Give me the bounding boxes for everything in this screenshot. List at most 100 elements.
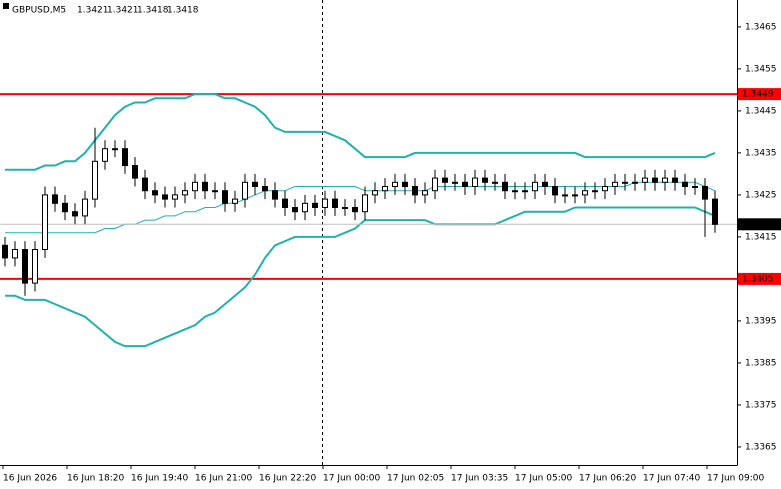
- candle-body: [562, 194, 568, 197]
- candle-body: [172, 194, 178, 200]
- candle-body: [252, 181, 258, 188]
- candle-body: [412, 186, 418, 196]
- candle-body: [342, 207, 348, 210]
- y-tick-label: 1.3415: [745, 232, 777, 242]
- candle-body: [542, 181, 548, 188]
- candle-body: [502, 181, 508, 192]
- header-price: 1.3421: [107, 6, 139, 16]
- header-price: 1.3418: [167, 6, 199, 16]
- y-tick-label: 1.3435: [745, 148, 777, 158]
- x-tick-label: 17 Jun 00:00: [323, 474, 380, 484]
- candle-body: [222, 190, 228, 204]
- candle-body: [352, 207, 358, 213]
- candle-body: [132, 165, 138, 179]
- candle-body: [372, 190, 378, 196]
- candle-body: [112, 148, 118, 151]
- y-tick-label: 1.3445: [745, 106, 777, 116]
- candle-body: [82, 198, 88, 217]
- candle-body: [312, 202, 318, 209]
- y-tick-label: 1.3395: [745, 316, 777, 326]
- candle-body: [422, 190, 428, 196]
- candle-body: [632, 181, 638, 184]
- y-tick-label: 1.3385: [745, 358, 777, 368]
- candle-body: [52, 194, 58, 204]
- candle-body: [532, 181, 538, 192]
- header-price: 1.3421: [77, 6, 109, 16]
- candle-body: [212, 190, 218, 193]
- x-tick-label: 17 Jun 03:35: [451, 474, 508, 484]
- candle-body: [602, 186, 608, 192]
- candle-body: [202, 181, 208, 192]
- level-label: 1.3449: [742, 90, 774, 100]
- x-tick-label: 17 Jun 06:20: [579, 474, 636, 484]
- last-price-box: [738, 218, 781, 231]
- candle-body: [592, 190, 598, 193]
- candle-body: [402, 181, 408, 188]
- y-tick-label: 1.3455: [745, 64, 777, 74]
- level-label-box: [738, 88, 781, 101]
- level-label: 1.3405: [742, 274, 774, 284]
- candle-body: [582, 190, 588, 196]
- candle-body: [452, 181, 458, 184]
- candle-body: [262, 186, 268, 192]
- candle-body: [72, 211, 78, 217]
- y-tick-label: 1.3375: [745, 400, 777, 410]
- level-label-box: [738, 272, 781, 285]
- x-tick-label: 16 Jun 18:20: [67, 474, 124, 484]
- x-tick-label: 17 Jun 09:00: [707, 474, 764, 484]
- candle-body: [712, 198, 718, 225]
- candle-body: [122, 148, 128, 167]
- candle-body: [612, 181, 618, 188]
- candle-body: [442, 177, 448, 183]
- candle-body: [362, 194, 368, 213]
- header-price: 1.3418: [137, 6, 169, 16]
- candle-body: [292, 207, 298, 213]
- candle-body: [322, 198, 328, 209]
- x-tick-label: 16 Jun 2026: [3, 474, 57, 484]
- candle-body: [622, 181, 628, 184]
- candle-body: [512, 190, 518, 193]
- candle-body: [662, 177, 668, 183]
- candle-body: [22, 249, 28, 284]
- candle-body: [332, 198, 338, 209]
- x-tick-label: 17 Jun 07:40: [643, 474, 700, 484]
- candle-body: [682, 181, 688, 188]
- candle-body: [392, 181, 398, 188]
- candle-body: [102, 148, 108, 162]
- candle-body: [142, 177, 148, 192]
- candle-body: [642, 177, 648, 183]
- candle-body: [192, 181, 198, 192]
- candle-body: [382, 186, 388, 192]
- y-tick-label: 1.3465: [745, 22, 777, 32]
- x-tick-label: 16 Jun 19:40: [131, 474, 188, 484]
- candle-body: [2, 244, 8, 259]
- candle-body: [92, 160, 98, 200]
- x-tick-label: 16 Jun 21:00: [195, 474, 252, 484]
- candle-body: [42, 194, 48, 251]
- band-upper: [5, 93, 716, 171]
- candle-body: [472, 177, 478, 188]
- candle-body: [482, 177, 488, 183]
- candle-body: [492, 181, 498, 184]
- candle-body: [672, 177, 678, 183]
- candle-body: [32, 249, 38, 284]
- candle-body: [62, 202, 68, 213]
- candle-body: [272, 190, 278, 200]
- candle-body: [552, 186, 558, 196]
- candle-body: [242, 181, 248, 200]
- candle-body: [152, 190, 158, 196]
- last-price-label: 1.3418: [742, 220, 774, 230]
- candle-body: [162, 194, 168, 200]
- y-tick-label: 1.3425: [745, 190, 777, 200]
- chart-title: GBPUSD,M5: [12, 6, 66, 16]
- x-tick-label: 17 Jun 05:00: [515, 474, 572, 484]
- candle-body: [232, 198, 238, 204]
- x-tick-label: 16 Jun 22:20: [259, 474, 316, 484]
- candle-body: [462, 181, 468, 188]
- candle-body: [12, 249, 18, 259]
- candle-body: [572, 194, 578, 197]
- symbol-icon: [3, 3, 9, 9]
- candle-body: [652, 177, 658, 183]
